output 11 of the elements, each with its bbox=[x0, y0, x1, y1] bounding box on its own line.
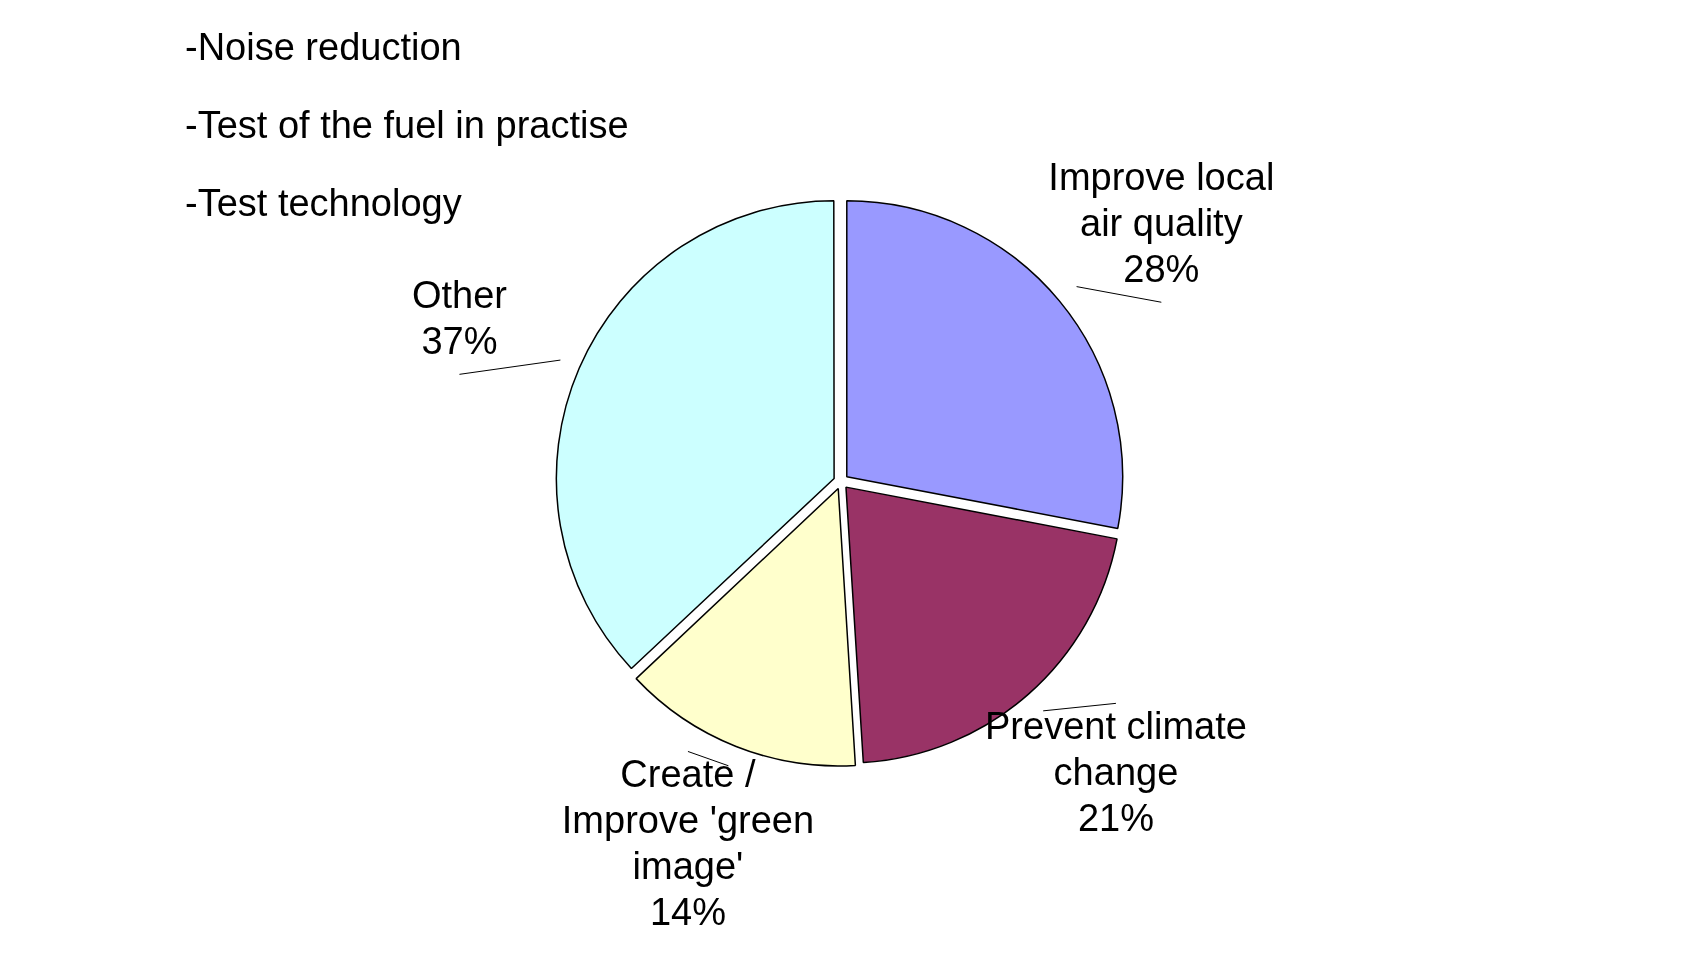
text: -Test of the fuel in practise bbox=[185, 103, 629, 148]
slice-label: Other bbox=[411, 273, 508, 316]
text: -Test technology bbox=[185, 181, 463, 226]
slice-label: Prevent climate change bbox=[985, 704, 1247, 793]
slice-label: Improve local air quality bbox=[1048, 155, 1275, 244]
data-label: 37% bbox=[421, 319, 498, 362]
data-label: 14% bbox=[649, 890, 726, 933]
text: -Noise reduction bbox=[185, 25, 463, 70]
slice-label: Create / Improve 'green image' bbox=[561, 752, 815, 887]
data-label: 21% bbox=[1077, 796, 1154, 839]
data-label: 28% bbox=[1123, 247, 1200, 290]
